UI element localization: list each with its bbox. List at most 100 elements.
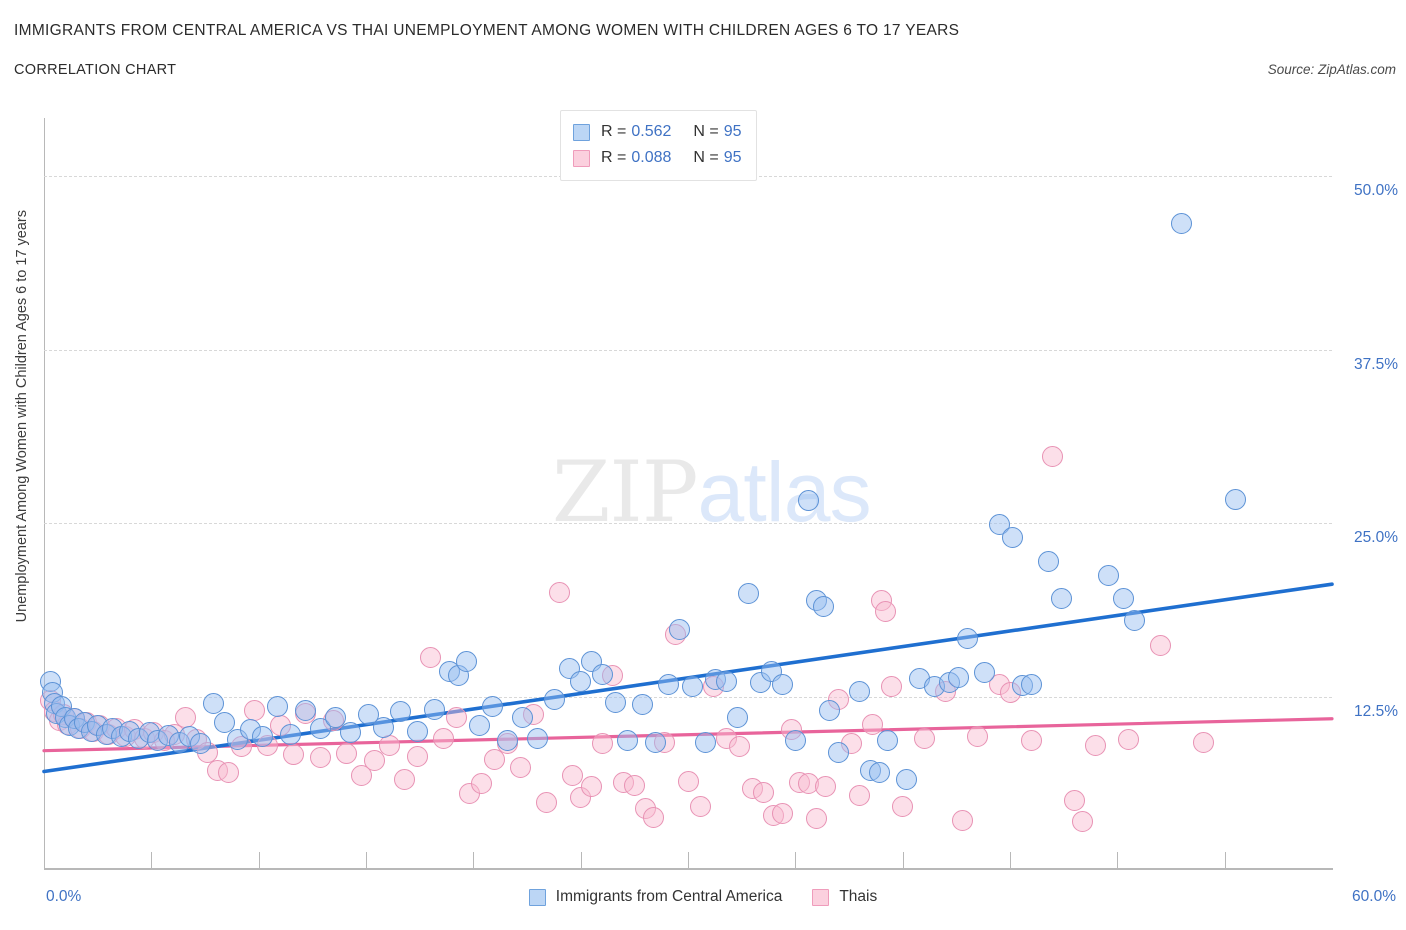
legend-item-immigrants-from-central-america[interactable]: Immigrants from Central America	[528, 888, 782, 906]
thais-point[interactable]	[282, 744, 304, 766]
thais-point[interactable]	[432, 727, 454, 749]
immigrants-point[interactable]	[482, 695, 504, 717]
immigrants-point[interactable]	[827, 741, 849, 763]
thais-point[interactable]	[407, 745, 429, 767]
thais-point[interactable]	[336, 742, 358, 764]
immigrants-point[interactable]	[645, 731, 667, 753]
thais-point[interactable]	[561, 765, 583, 787]
thais-point[interactable]	[1149, 634, 1171, 656]
thais-point[interactable]	[729, 736, 751, 758]
thais-point[interactable]	[218, 762, 240, 784]
immigrants-point[interactable]	[947, 666, 969, 688]
immigrants-point[interactable]	[797, 490, 819, 512]
immigrants-point[interactable]	[456, 651, 478, 673]
immigrants-point[interactable]	[617, 730, 639, 752]
immigrants-point[interactable]	[325, 706, 347, 728]
immigrants-point[interactable]	[527, 727, 549, 749]
immigrants-point[interactable]	[407, 720, 429, 742]
thais-point[interactable]	[1020, 730, 1042, 752]
thais-point[interactable]	[548, 582, 570, 603]
thais-point[interactable]	[535, 791, 557, 813]
immigrants-point[interactable]	[819, 699, 841, 721]
thais-point[interactable]	[471, 773, 493, 795]
immigrants-point[interactable]	[424, 698, 446, 720]
immigrants-point[interactable]	[973, 662, 995, 684]
immigrants-point[interactable]	[372, 716, 394, 738]
thais-point[interactable]	[623, 774, 645, 796]
immigrants-point[interactable]	[668, 619, 690, 641]
immigrants-point[interactable]	[295, 699, 317, 721]
thais-point[interactable]	[175, 706, 197, 728]
immigrants-point[interactable]	[1113, 587, 1135, 609]
thais-point[interactable]	[580, 776, 602, 798]
immigrants-point[interactable]	[694, 731, 716, 753]
immigrants-point[interactable]	[726, 706, 748, 728]
thais-point[interactable]	[1085, 734, 1107, 756]
legend-item-thais[interactable]: Thais	[812, 888, 877, 906]
thais-point[interactable]	[419, 647, 441, 669]
immigrants-point[interactable]	[1098, 565, 1120, 587]
thais-point[interactable]	[771, 802, 793, 824]
immigrants-point[interactable]	[340, 722, 362, 744]
immigrants-point[interactable]	[570, 670, 592, 692]
thais-point[interactable]	[510, 756, 532, 778]
thais-point[interactable]	[849, 784, 871, 806]
thais-point[interactable]	[952, 809, 974, 831]
immigrants-point[interactable]	[389, 701, 411, 723]
thais-point[interactable]	[484, 748, 506, 770]
immigrants-point[interactable]	[956, 627, 978, 649]
thais-point[interactable]	[874, 601, 896, 623]
immigrants-point[interactable]	[737, 583, 759, 605]
thais-point[interactable]	[364, 749, 386, 771]
thais-point[interactable]	[677, 770, 699, 792]
immigrants-point[interactable]	[681, 676, 703, 698]
immigrants-point[interactable]	[469, 715, 491, 737]
thais-point[interactable]	[814, 776, 836, 798]
thais-point[interactable]	[862, 713, 884, 735]
immigrants-point[interactable]	[1038, 551, 1060, 573]
immigrants-point[interactable]	[868, 762, 890, 784]
immigrants-point[interactable]	[849, 680, 871, 702]
immigrants-point[interactable]	[1171, 212, 1193, 234]
thais-point[interactable]	[643, 806, 665, 828]
immigrants-point[interactable]	[784, 730, 806, 752]
immigrants-point[interactable]	[877, 730, 899, 752]
immigrants-point[interactable]	[512, 706, 534, 728]
thais-point[interactable]	[1042, 446, 1064, 468]
immigrants-point[interactable]	[716, 670, 738, 692]
immigrants-point[interactable]	[497, 730, 519, 752]
thais-point[interactable]	[806, 808, 828, 830]
thais-point[interactable]	[967, 726, 989, 748]
immigrants-point[interactable]	[280, 723, 302, 745]
immigrants-point[interactable]	[544, 688, 566, 710]
immigrants-point[interactable]	[1001, 526, 1023, 548]
immigrants-point[interactable]	[190, 733, 212, 755]
thais-point[interactable]	[1192, 731, 1214, 753]
immigrants-point[interactable]	[604, 691, 626, 713]
immigrants-point[interactable]	[632, 694, 654, 716]
thais-point[interactable]	[881, 676, 903, 698]
immigrants-point[interactable]	[1124, 609, 1145, 631]
thais-point[interactable]	[351, 765, 373, 787]
thais-point[interactable]	[1117, 729, 1139, 751]
thais-point[interactable]	[379, 734, 401, 756]
immigrants-point[interactable]	[203, 693, 225, 714]
thais-point[interactable]	[310, 747, 332, 769]
thais-point[interactable]	[690, 795, 712, 817]
thais-point[interactable]	[892, 795, 914, 817]
thais-point[interactable]	[243, 699, 265, 721]
thais-point[interactable]	[394, 769, 416, 791]
thais-point[interactable]	[445, 706, 467, 728]
thais-point[interactable]	[591, 733, 613, 755]
immigrants-point[interactable]	[1224, 489, 1246, 511]
immigrants-point[interactable]	[771, 673, 793, 695]
immigrants-point[interactable]	[267, 695, 289, 717]
immigrants-point[interactable]	[213, 712, 235, 734]
thais-point[interactable]	[913, 727, 935, 749]
immigrants-point[interactable]	[1051, 587, 1073, 609]
thais-point[interactable]	[1063, 790, 1085, 812]
immigrants-point[interactable]	[357, 704, 379, 726]
thais-point[interactable]	[752, 781, 774, 803]
immigrants-point[interactable]	[658, 673, 680, 695]
immigrants-point[interactable]	[812, 595, 834, 617]
